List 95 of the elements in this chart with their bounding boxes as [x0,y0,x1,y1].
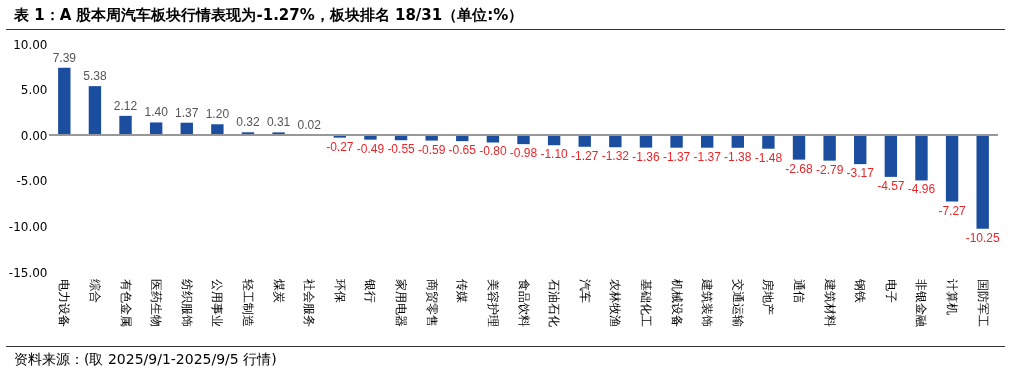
x-tick-label: 非银金融 [914,278,929,327]
x-tick-label: 煤炭 [271,278,286,303]
bar [180,122,193,136]
data-label: 0.32 [236,115,260,130]
bar [884,135,898,177]
data-label: 1.37 [175,105,199,120]
x-tick-label: 石油石化 [547,278,562,327]
x-tick-label: 汽车 [577,278,592,303]
data-label: 0.31 [266,115,291,130]
bar [609,135,622,148]
data-label: 7.39 [52,50,77,65]
bar [88,86,102,136]
x-tick-label: 农林牧渔 [608,278,623,327]
data-label: -1.10 [540,147,569,162]
data-label: -1.38 [724,149,752,164]
data-label: 1.20 [205,107,230,122]
bar [945,135,959,202]
y-tick-label: 10.00 [13,37,48,52]
data-label: -4.96 [907,182,936,197]
data-label: -7.27 [938,203,967,218]
data-label: -1.36 [632,149,660,164]
data-label: 0.02 [297,118,322,133]
bar [578,135,591,147]
bar [364,135,377,140]
y-tick-label: -15.00 [8,265,48,280]
bar [119,115,132,136]
x-tick-label: 公用事业 [210,278,225,327]
x-tick-label: 纺织服饰 [179,278,194,327]
x-tick-label: 房地产 [761,278,776,315]
x-tick-label: 食品饮料 [516,278,531,327]
x-tick-label: 商贸零售 [424,278,439,327]
bar [425,135,438,141]
data-label: 1.40 [144,105,169,120]
x-tick-label: 钢铁 [853,277,868,303]
bar [211,124,224,136]
bar [517,135,530,145]
y-tick-label: 0.00 [20,128,48,143]
data-label: -1.37 [693,149,722,164]
x-tick-label: 有色金属 [118,278,133,327]
x-tick-label: 电子 [883,278,898,303]
data-label: -0.55 [387,142,416,157]
data-label: -2.79 [815,162,844,177]
x-tick-label: 传媒 [455,278,470,303]
x-tick-label: 社会服务 [302,278,317,327]
bar [639,135,653,148]
data-label: -1.27 [571,148,599,163]
bar [762,135,775,149]
y-tick-label: 5.00 [20,83,48,98]
x-tick-label: 国防军工 [975,278,990,327]
text: 资料来源：(取 2025/9/1-2025/9/5 行情) [6,346,1005,373]
data-label: -0.49 [356,141,385,156]
x-tick-label: 交通运输 [730,278,745,327]
x-tick-label: 机械设备 [669,278,684,327]
x-tick-label: 建筑装饰 [700,277,715,327]
data-label: 2.12 [113,98,138,113]
x-tick-label: 通信 [792,278,807,303]
data-label: -0.98 [509,146,538,161]
bar [823,135,836,161]
x-tick-label: 环保 [332,278,347,303]
x-tick-label: 计算机 [945,278,960,315]
chart-title: 表 1：A 股本周汽车板块行情表现为-1.27%，板块排名 18/31（单位:%） [6,0,1005,30]
data-label: -0.27 [326,139,354,154]
x-tick-label: 基础化工 [638,278,653,327]
data-label: -0.65 [448,143,477,158]
y-tick-label: -10.00 [8,219,48,234]
x-tick-label: 电力设备 [57,278,72,327]
bar [915,135,928,181]
bar [854,135,867,165]
data-label: -1.48 [754,150,783,165]
bar [976,135,989,229]
bar [731,135,744,148]
data-label: -2.68 [785,161,814,176]
x-tick-label: 建筑材料 [822,277,837,327]
bar [58,67,71,136]
x-tick-label: 银行 [363,277,378,303]
data-label: -4.57 [877,178,905,193]
data-label: -1.32 [601,149,630,164]
bar [700,135,714,148]
bar [670,135,683,148]
x-tick-label: 轻工制造 [240,278,255,327]
bar [241,132,255,136]
bar [272,132,285,136]
data-label: -3.17 [846,166,875,181]
bar [149,122,163,136]
y-tick-label: -5.00 [16,174,48,189]
x-tick-label: 美容护理 [485,278,500,327]
x-tick-label: 家用电器 [394,278,409,327]
x-tick-label: 医药生物 [149,278,164,327]
data-label: -0.80 [479,144,507,159]
data-label: -10.25 [965,230,1001,245]
data-label: 5.38 [83,69,107,84]
data-label: -0.59 [417,142,446,157]
bar [792,135,806,160]
x-tick-label: 综合 [87,278,102,303]
data-label: -1.37 [662,149,691,164]
